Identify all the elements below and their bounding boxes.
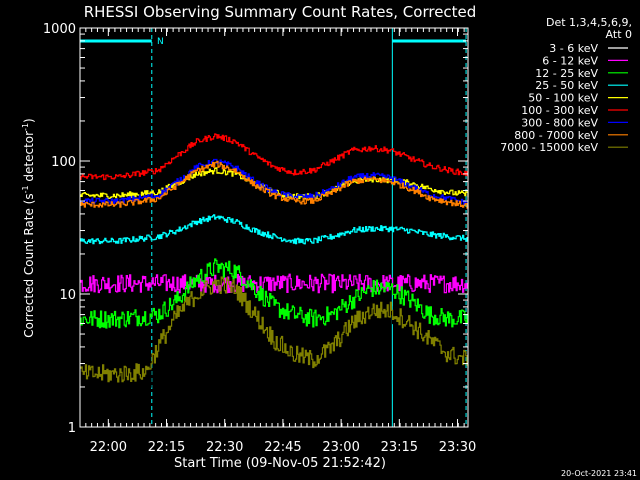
- legend-label-2: 12 - 25 keV: [535, 67, 598, 80]
- legend-label-4: 50 - 100 keV: [528, 92, 598, 105]
- plot-frame: [79, 27, 469, 428]
- series-line-3: [80, 214, 469, 245]
- y-tick-label: 1: [68, 421, 76, 436]
- x-tick-label: 23:15: [381, 440, 418, 455]
- series-line-8: [80, 276, 469, 383]
- series-line-7: [80, 160, 469, 209]
- x-tick-label: 22:00: [90, 440, 127, 455]
- legend-label-3: 25 - 50 keV: [535, 79, 598, 92]
- x-tick-label: 22:15: [148, 440, 185, 455]
- x-axis-label: Start Time (09-Nov-05 21:52:42): [174, 456, 386, 471]
- legend-header-line1: Det 1,3,4,5,6,9,: [546, 16, 632, 29]
- x-tick-label: 23:00: [322, 440, 359, 455]
- y-tick-label: 10: [59, 288, 76, 303]
- x-tick-label: 22:30: [206, 440, 243, 455]
- y-axis: 1 10 100 1000: [43, 22, 468, 436]
- legend-label-8: 7000 - 15000 keV: [500, 141, 598, 154]
- legend-label-0: 3 - 6 keV: [549, 42, 598, 55]
- night-marker-label: N: [157, 37, 164, 47]
- plot-series: [80, 133, 469, 428]
- x-axis: 22:00 22:15 22:30 22:45 23:00 23:15 23:30: [79, 28, 476, 455]
- y-tick-label: 1000: [43, 22, 76, 37]
- x-tick-label: 22:45: [264, 440, 301, 455]
- legend-label-7: 800 - 7000 keV: [514, 129, 598, 142]
- legend-label-6: 300 - 800 keV: [521, 116, 598, 129]
- x-tick-label: 23:30: [439, 440, 476, 455]
- legend-header-line2: Att 0: [606, 28, 632, 41]
- series-line-1: [80, 273, 469, 294]
- date-stamp: 20-Oct-2021 23:41: [561, 469, 637, 478]
- legend-label-1: 6 - 12 keV: [542, 54, 598, 67]
- series-line-2: [80, 258, 469, 329]
- y-tick-label: 100: [51, 155, 76, 170]
- legend-label-5: 100 - 300 keV: [521, 104, 598, 117]
- y-axis-label: Corrected Count Rate (s-1 detector-1): [21, 118, 36, 337]
- chart-title: RHESSI Observing Summary Count Rates, Co…: [84, 3, 477, 21]
- series-line-0: [80, 287, 468, 428]
- series-line-6: [80, 158, 469, 206]
- series-line-5: [80, 133, 469, 181]
